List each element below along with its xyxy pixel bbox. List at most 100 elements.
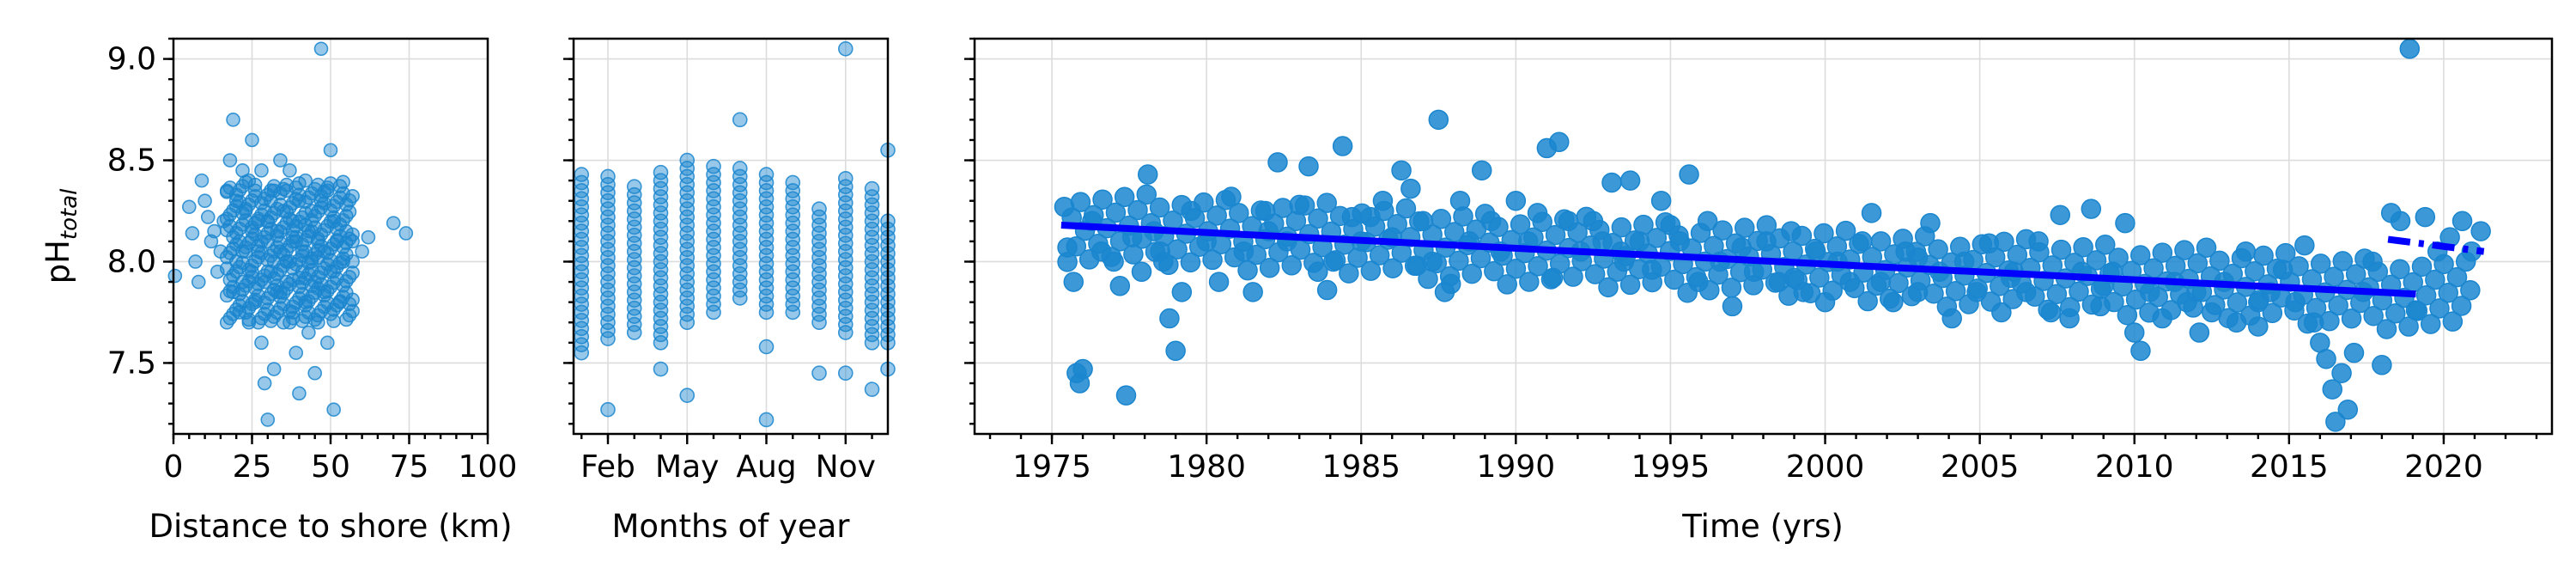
data-point <box>1971 234 1993 255</box>
data-point <box>1532 211 1552 232</box>
data-point <box>254 335 269 351</box>
data-point <box>311 177 325 192</box>
data-point <box>653 246 669 261</box>
data-point <box>317 196 331 211</box>
data-point <box>1884 244 1905 265</box>
data-point <box>345 303 360 319</box>
data-point <box>1123 244 1144 265</box>
data-point <box>1066 235 1087 257</box>
data-point <box>304 262 319 278</box>
data-point <box>679 307 696 322</box>
data-point <box>245 132 259 148</box>
data-point <box>1787 270 1807 290</box>
data-point <box>1237 259 1258 281</box>
data-point <box>323 176 338 191</box>
data-point <box>1844 278 1865 299</box>
data-point <box>626 211 642 227</box>
data-point <box>732 185 748 201</box>
data-point <box>1725 233 1747 254</box>
data-point <box>2139 302 2160 323</box>
data-point <box>706 240 721 255</box>
data-point <box>1655 211 1676 233</box>
data-point <box>2094 235 2116 255</box>
data-point <box>1329 205 1351 227</box>
data-point <box>285 272 301 288</box>
data-point <box>785 183 801 198</box>
data-point <box>706 231 721 247</box>
data-point <box>2002 289 2023 309</box>
data-point <box>758 296 775 312</box>
data-point <box>1567 222 1588 243</box>
data-point <box>260 302 276 317</box>
y-tick-label: 8.5 <box>107 143 156 179</box>
data-point <box>285 311 301 326</box>
data-point <box>273 197 288 212</box>
data-point <box>2284 300 2305 321</box>
data-point <box>626 186 642 203</box>
x-tick-label: 1980 <box>1167 449 1246 485</box>
data-point <box>626 325 642 340</box>
data-point <box>732 192 748 209</box>
data-point <box>758 240 775 255</box>
data-point <box>338 285 354 300</box>
data-point <box>600 249 616 266</box>
data-point <box>1545 224 1566 246</box>
data-point <box>653 310 669 327</box>
data-point <box>785 174 801 191</box>
data-point <box>1528 256 1548 277</box>
data-points <box>167 41 414 427</box>
data-point <box>1619 274 1641 296</box>
data-point <box>1369 245 1390 266</box>
data-point <box>245 270 259 284</box>
y-tick-label: 8.0 <box>107 244 156 279</box>
data-point <box>653 270 669 286</box>
data-point <box>785 207 801 223</box>
data-point <box>600 258 616 274</box>
data-point <box>1332 136 1353 156</box>
data-point <box>301 325 316 340</box>
data-point <box>1699 280 1720 301</box>
data-point <box>1294 195 1315 216</box>
data-point <box>679 217 696 233</box>
data-point <box>811 241 827 258</box>
data-point <box>1127 199 1148 221</box>
data-point <box>2125 289 2147 310</box>
data-point <box>626 252 642 267</box>
data-point <box>2262 302 2283 324</box>
data-point <box>1923 283 1944 304</box>
data-point <box>600 209 616 225</box>
data-point <box>811 209 827 225</box>
data-point <box>185 226 200 241</box>
x-tick-label: Nov <box>816 449 876 485</box>
data-point <box>298 205 313 221</box>
data-point <box>837 195 854 211</box>
data-point <box>1208 272 1230 292</box>
data-point <box>1743 275 1764 296</box>
data-point <box>600 201 616 217</box>
data-point <box>279 253 295 269</box>
data-point <box>222 153 238 168</box>
data-point <box>2086 250 2107 271</box>
data-point <box>1471 160 1492 181</box>
data-point <box>864 270 880 286</box>
data-point <box>811 282 827 298</box>
data-point <box>1105 202 1127 223</box>
data-point <box>1428 109 1449 131</box>
data-point <box>1171 282 1193 302</box>
data-point <box>279 177 295 192</box>
data-point <box>326 210 341 225</box>
data-point <box>1180 252 1201 273</box>
data-point <box>2367 261 2389 282</box>
data-point <box>1826 235 1848 257</box>
data-point <box>2108 247 2129 268</box>
data-point <box>222 180 238 195</box>
data-point <box>811 234 827 249</box>
data-point <box>679 201 696 217</box>
data-point <box>706 183 721 198</box>
data-point <box>2328 295 2348 316</box>
data-point <box>1395 198 1417 219</box>
data-point <box>313 41 329 57</box>
data-point <box>1765 272 1786 293</box>
data-point <box>837 203 854 219</box>
data-point <box>600 314 616 331</box>
